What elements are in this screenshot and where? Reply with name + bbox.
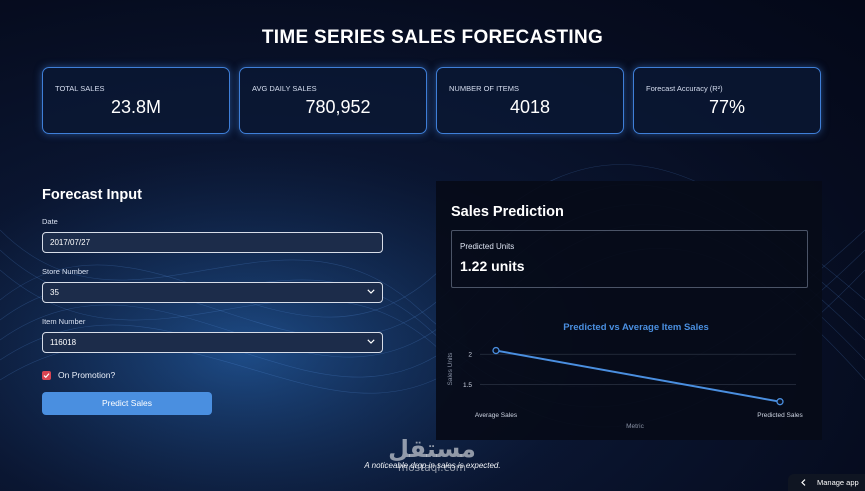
- store-number-value: 35: [50, 288, 59, 297]
- forecast-input-form: Forecast Input Date 2017/07/27 Store Num…: [42, 187, 383, 415]
- kpi-card-number-of-items: NUMBER OF ITEMS 4018: [436, 67, 624, 134]
- chevron-down-icon: [367, 289, 375, 294]
- watermark-latin: mostaql.com: [397, 462, 467, 474]
- x-tick-label: Predicted Sales: [757, 412, 803, 419]
- promotion-toggle-row: On Promotion?: [42, 370, 383, 380]
- item-number-label: Item Number: [42, 317, 86, 326]
- manage-app-label: Manage app: [817, 478, 859, 487]
- form-title: Forecast Input: [42, 187, 142, 203]
- kpi-label: AVG DAILY SALES: [252, 84, 317, 93]
- promotion-checkbox[interactable]: [42, 370, 51, 380]
- predicted-units-label: Predicted Units: [460, 242, 515, 251]
- kpi-value: 23.8M: [110, 97, 162, 117]
- kpi-card-forecast-accuracy: Forecast Accuracy (R²) 77%: [633, 67, 821, 134]
- store-number-select[interactable]: 35: [42, 282, 383, 303]
- x-tick-label: Average Sales: [475, 412, 518, 419]
- data-point: [492, 346, 500, 355]
- forecast-note: A noticeable drop in sales is expected.: [364, 461, 501, 470]
- chevron-left-icon: [801, 479, 806, 486]
- kpi-label: NUMBER OF ITEMS: [449, 84, 520, 93]
- sales-prediction-panel: Sales Prediction Predicted Units 1.22 un…: [436, 181, 822, 440]
- data-point: [776, 398, 784, 406]
- kpi-card-avg-daily-sales: AVG DAILY SALES 780,952: [239, 67, 427, 134]
- store-number-label: Store Number: [42, 267, 89, 276]
- kpi-label: Forecast Accuracy (R²): [646, 84, 723, 93]
- item-number-select[interactable]: 116018: [42, 332, 383, 353]
- item-number-value: 116018: [50, 338, 77, 347]
- date-value: 2017/07/27: [50, 238, 91, 247]
- y-tick-label: 1.5: [463, 382, 472, 389]
- date-label: Date: [42, 217, 58, 226]
- predicted-units-card: Predicted Units 1.22 units: [451, 230, 808, 288]
- chevron-down-icon: [367, 339, 375, 344]
- watermark-logo: مستقل mostaql.com: [377, 437, 487, 474]
- page-title: TIME SERIES SALES FORECASTING: [261, 27, 604, 48]
- kpi-value: 77%: [708, 97, 746, 117]
- manage-app-button[interactable]: Manage app: [788, 474, 865, 491]
- chart-title: Predicted vs Average Item Sales: [563, 322, 709, 333]
- sales-comparison-chart: Predicted vs Average Item Sales Sales Un…: [447, 322, 804, 430]
- prediction-title: Sales Prediction: [451, 204, 564, 220]
- x-axis-label: Metric: [626, 423, 644, 430]
- predicted-units-value: 1.22 units: [460, 258, 525, 274]
- watermark-arabic: مستقل: [388, 435, 476, 463]
- kpi-value: 4018: [509, 97, 551, 117]
- series-line: [495, 349, 781, 403]
- kpi-label: TOTAL SALES: [55, 84, 105, 93]
- kpi-card-total-sales: TOTAL SALES 23.8M: [42, 67, 230, 134]
- promotion-label: On Promotion?: [58, 370, 116, 380]
- checkmark-icon: [43, 372, 50, 378]
- y-axis-label: Sales Units: [447, 352, 454, 386]
- y-tick-label: 2: [468, 352, 472, 359]
- predict-sales-button[interactable]: Predict Sales: [42, 392, 212, 415]
- kpi-value: 780,952: [305, 97, 371, 117]
- date-input[interactable]: 2017/07/27: [42, 232, 383, 253]
